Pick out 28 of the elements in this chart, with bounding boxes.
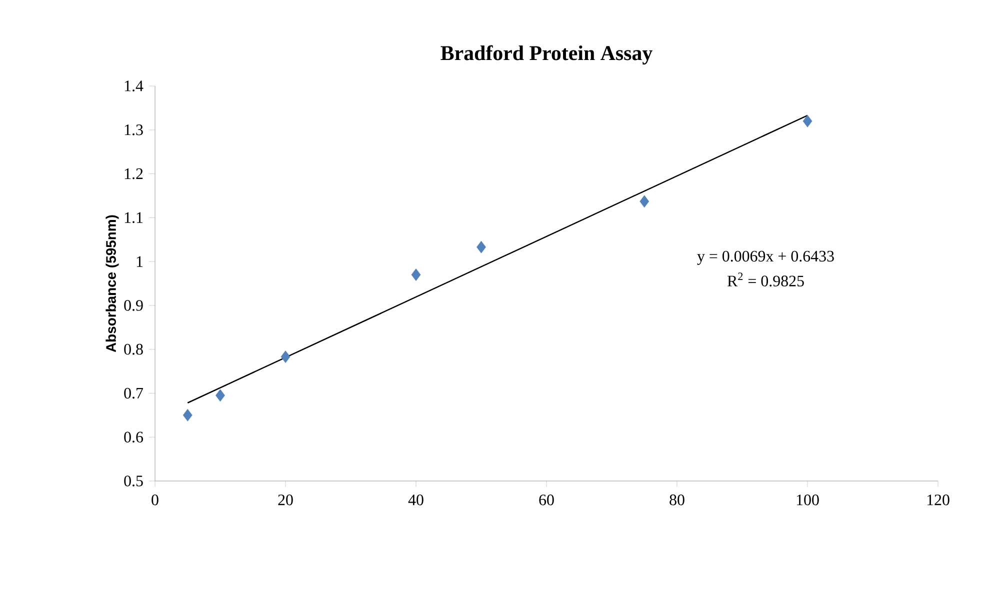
y-tick-label: 0.8 [124, 344, 143, 355]
x-tick-label: 100 [796, 494, 819, 506]
point [640, 195, 650, 208]
y-axis-title: Absorbance (595nm) [106, 215, 119, 352]
x-tick-label: 20 [278, 494, 293, 506]
point [280, 350, 290, 363]
y-tick-label: 1.4 [124, 80, 144, 92]
x-tick-label: 0 [152, 494, 158, 506]
y-tick-label: 0.5 [124, 476, 143, 486]
y-tick-label: 1.3 [124, 124, 143, 136]
annotation: y = 0.0069x + 0.6433 [697, 250, 834, 265]
point [216, 389, 225, 402]
x-tick-label: 40 [408, 494, 424, 506]
chart-title: Bradford Protein Assay [440, 45, 652, 65]
point [411, 268, 421, 281]
point [182, 408, 192, 422]
y-tick-label: 1 [136, 256, 143, 267]
y-tick-label: 1.1 [124, 212, 143, 224]
x-tick-label: 60 [539, 494, 554, 506]
point [802, 114, 812, 128]
y-tick-label: 0.9 [124, 300, 143, 311]
y-tick-label: 1.2 [124, 168, 143, 180]
point [476, 240, 486, 254]
y-tick-label: 0.6 [124, 432, 144, 443]
y-tick-label: 0.7 [124, 388, 144, 399]
x-tick-label: 120 [927, 494, 950, 506]
annotation: R$^{2}$ = 0.9825 [727, 272, 804, 286]
x-tick-label: 80 [670, 494, 684, 506]
